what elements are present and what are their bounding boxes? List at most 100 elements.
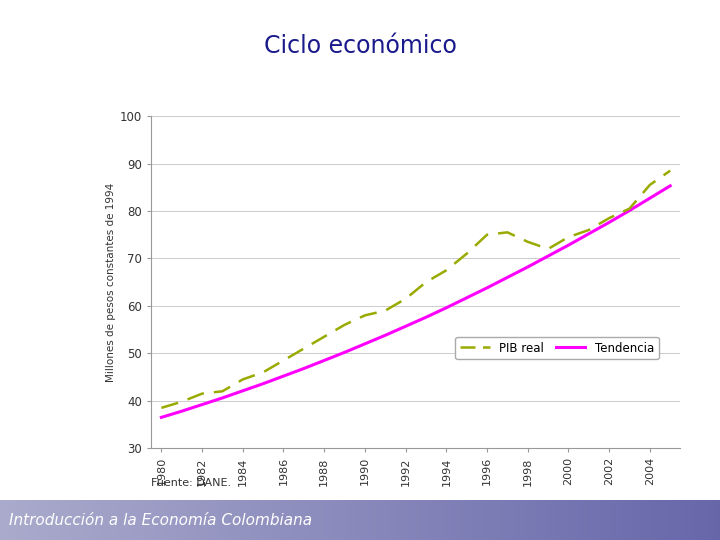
Bar bbox=[322, 500, 324, 540]
Bar bbox=[502, 500, 504, 540]
Bar bbox=[130, 500, 132, 540]
Bar bbox=[293, 500, 295, 540]
Bar bbox=[22, 500, 24, 540]
Bar bbox=[439, 500, 441, 540]
Bar bbox=[254, 500, 257, 540]
Bar bbox=[355, 500, 358, 540]
Bar bbox=[693, 500, 696, 540]
Bar bbox=[405, 500, 408, 540]
Bar bbox=[103, 500, 106, 540]
Bar bbox=[655, 500, 657, 540]
Bar bbox=[567, 500, 569, 540]
Bar bbox=[161, 500, 163, 540]
Bar bbox=[202, 500, 204, 540]
Bar bbox=[437, 500, 439, 540]
Bar bbox=[281, 500, 283, 540]
Tendencia bbox=[177, 408, 186, 414]
Bar bbox=[490, 500, 492, 540]
Bar bbox=[302, 500, 305, 540]
Bar bbox=[305, 500, 307, 540]
Bar bbox=[158, 500, 161, 540]
Bar bbox=[595, 500, 598, 540]
Bar bbox=[598, 500, 600, 540]
Bar bbox=[492, 500, 495, 540]
Bar bbox=[415, 500, 418, 540]
Bar bbox=[554, 500, 557, 540]
Bar bbox=[410, 500, 413, 540]
Bar bbox=[365, 500, 367, 540]
Bar bbox=[343, 500, 346, 540]
Bar bbox=[245, 500, 247, 540]
Bar bbox=[89, 500, 91, 540]
Bar bbox=[41, 500, 43, 540]
PIB real bbox=[585, 227, 593, 233]
Bar bbox=[163, 500, 166, 540]
Bar bbox=[7, 500, 9, 540]
Tendencia bbox=[503, 274, 512, 281]
Bar bbox=[487, 500, 490, 540]
Bar bbox=[603, 500, 605, 540]
PIB real bbox=[320, 334, 328, 340]
Bar bbox=[94, 500, 96, 540]
Bar bbox=[396, 500, 398, 540]
Bar bbox=[463, 500, 466, 540]
Bar bbox=[441, 500, 444, 540]
Bar bbox=[108, 500, 110, 540]
Bar bbox=[583, 500, 585, 540]
Bar bbox=[689, 500, 691, 540]
PIB real bbox=[157, 404, 166, 411]
Bar bbox=[110, 500, 113, 540]
Bar bbox=[185, 500, 187, 540]
PIB real bbox=[625, 205, 634, 212]
Bar bbox=[617, 500, 619, 540]
Bar bbox=[106, 500, 108, 540]
Bar bbox=[146, 500, 149, 540]
Bar bbox=[12, 500, 14, 540]
Bar bbox=[53, 500, 55, 540]
Bar bbox=[513, 500, 516, 540]
Bar bbox=[495, 500, 497, 540]
Tendencia bbox=[625, 207, 634, 214]
Bar bbox=[288, 500, 290, 540]
Bar bbox=[67, 500, 70, 540]
Bar bbox=[718, 500, 720, 540]
Bar bbox=[113, 500, 115, 540]
Bar bbox=[286, 500, 288, 540]
Bar bbox=[667, 500, 670, 540]
Bar bbox=[711, 500, 713, 540]
PIB real bbox=[564, 234, 573, 240]
Bar bbox=[446, 500, 449, 540]
Bar bbox=[600, 500, 603, 540]
Bar bbox=[77, 500, 79, 540]
Bar bbox=[434, 500, 437, 540]
Bar bbox=[473, 500, 475, 540]
PIB real bbox=[300, 346, 308, 352]
Tendencia bbox=[422, 314, 431, 321]
Bar bbox=[125, 500, 127, 540]
Bar bbox=[542, 500, 545, 540]
PIB real bbox=[503, 229, 512, 235]
Tendencia bbox=[258, 381, 267, 387]
Bar bbox=[662, 500, 665, 540]
Bar bbox=[50, 500, 53, 540]
Bar bbox=[279, 500, 281, 540]
Bar bbox=[636, 500, 639, 540]
Bar bbox=[444, 500, 446, 540]
Bar bbox=[353, 500, 355, 540]
Bar bbox=[564, 500, 567, 540]
Bar bbox=[665, 500, 667, 540]
Tendencia bbox=[279, 373, 288, 379]
Bar bbox=[454, 500, 456, 540]
Bar bbox=[516, 500, 518, 540]
Bar bbox=[420, 500, 423, 540]
Bar bbox=[29, 500, 31, 540]
Bar bbox=[31, 500, 34, 540]
Bar bbox=[9, 500, 12, 540]
Bar bbox=[252, 500, 254, 540]
Bar bbox=[27, 500, 29, 540]
Bar bbox=[173, 500, 175, 540]
Bar bbox=[629, 500, 631, 540]
Bar bbox=[607, 500, 610, 540]
Bar bbox=[639, 500, 641, 540]
Bar bbox=[24, 500, 27, 540]
